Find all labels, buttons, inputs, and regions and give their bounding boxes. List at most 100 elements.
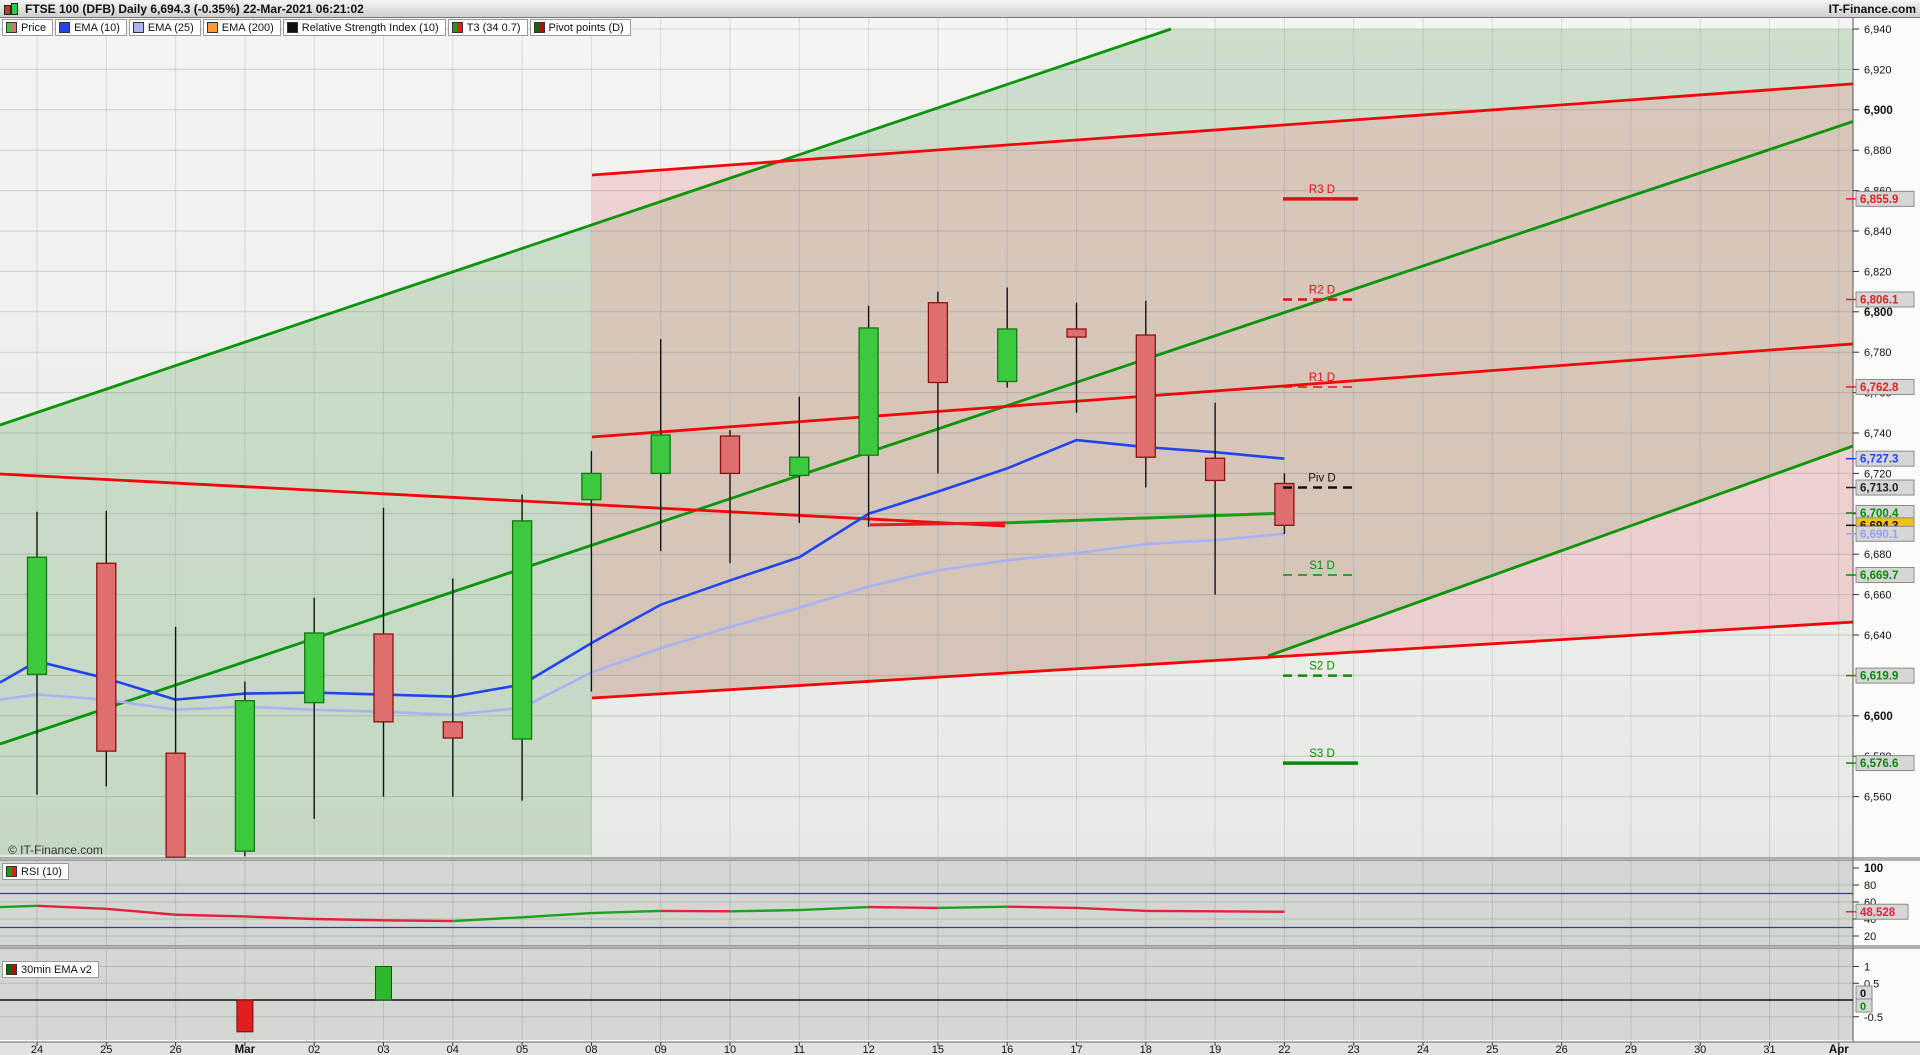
chart-title: FTSE 100 (DFB) Daily 6,694.3 (-0.35%) 22… bbox=[25, 1, 364, 16]
date-label: 08 bbox=[585, 1044, 597, 1055]
date-label: 19 bbox=[1209, 1044, 1221, 1055]
hist-zero-tag bbox=[1855, 998, 1873, 1013]
price-tag-box bbox=[1855, 525, 1915, 542]
candle-body bbox=[858, 327, 879, 456]
legend-item-label: EMA (200) bbox=[221, 21, 274, 34]
candle bbox=[1135, 300, 1156, 488]
indicator-legend: Price EMA (10) EMA (25) EMA (200) Relative S… bbox=[2, 19, 633, 36]
date-label: 02 bbox=[308, 1044, 320, 1055]
pivot-label: R1 D bbox=[1309, 372, 1335, 384]
pivot-label: S1 D bbox=[1309, 560, 1335, 572]
date-label: 17 bbox=[1070, 1044, 1082, 1055]
legend-item-pivot-points-d-[interactable]: Pivot points (D) bbox=[529, 19, 631, 36]
price-tag-value: 6,690.1 bbox=[1860, 529, 1899, 541]
candlestick-logo-icon bbox=[3, 2, 19, 15]
rsi-tick-label: 20 bbox=[1864, 931, 1876, 943]
price-tag-box bbox=[1855, 450, 1915, 467]
date-label: 18 bbox=[1140, 1044, 1152, 1055]
price-tag-value: 6,806.1 bbox=[1860, 294, 1899, 306]
legend-item-label: Price bbox=[21, 21, 47, 34]
price-tick-label: 6,660 bbox=[1864, 590, 1892, 602]
hist-legend[interactable]: 30min EMA v2 bbox=[2, 961, 101, 978]
candle bbox=[304, 597, 325, 819]
candle bbox=[1066, 302, 1087, 413]
candle-body bbox=[234, 700, 256, 852]
price-tick-label: 6,820 bbox=[1864, 266, 1892, 278]
candle-body bbox=[511, 520, 533, 740]
price-tag-value: 6,855.9 bbox=[1860, 194, 1898, 206]
hist-panel-bg bbox=[0, 948, 1853, 1040]
hist-legend-label: 30min EMA v2 bbox=[21, 963, 92, 976]
hist-zero-value: 0 bbox=[1860, 1001, 1866, 1013]
legend-item-relative-strength-index-10-[interactable]: Relative Strength Index (10) bbox=[282, 19, 446, 36]
legend-item-price[interactable]: Price bbox=[2, 19, 54, 36]
candle bbox=[511, 494, 533, 801]
date-label: 12 bbox=[862, 1044, 874, 1055]
rsi-segment bbox=[106, 907, 176, 916]
candle bbox=[1204, 402, 1226, 595]
candle-body bbox=[719, 435, 741, 475]
legend-color-icon bbox=[286, 22, 298, 33]
candle-body bbox=[650, 434, 671, 475]
pivot-label: S2 D bbox=[1309, 661, 1335, 673]
rsi-legend[interactable]: RSI (10) bbox=[2, 863, 71, 880]
candle-body bbox=[26, 556, 48, 676]
price-tag-value: 6,619.9 bbox=[1860, 671, 1898, 683]
rsi-segment bbox=[591, 909, 661, 915]
price-tick-label: 6,840 bbox=[1864, 226, 1892, 238]
legend-color-icon bbox=[206, 22, 218, 33]
price-tag-box bbox=[1855, 378, 1915, 395]
candle bbox=[26, 511, 48, 795]
hist-tick-label: -0.5 bbox=[1864, 1012, 1883, 1024]
rsi-segment bbox=[383, 919, 453, 923]
legend-item-t3-34-0-7-[interactable]: T3 (34 0.7) bbox=[447, 19, 528, 36]
date-label: 09 bbox=[655, 1044, 667, 1055]
price-tick-label: 6,780 bbox=[1864, 347, 1892, 359]
candle bbox=[373, 507, 394, 797]
rsi-panel-bg bbox=[0, 860, 1853, 946]
price-tag-value: 6,713.0 bbox=[1860, 483, 1898, 495]
trendline-red bbox=[591, 342, 1853, 439]
trendline-green bbox=[0, 27, 1172, 427]
candle-body bbox=[927, 302, 949, 384]
main-plot-area: R3 D R2 D R1 D Piv D S1 D S2 D S3 D bbox=[0, 17, 1853, 858]
rsi-icon bbox=[6, 866, 17, 877]
legend-item-ema-10-[interactable]: EMA (10) bbox=[55, 19, 127, 36]
date-label: 30 bbox=[1694, 1044, 1706, 1055]
brand-label: IT-Finance.com bbox=[1828, 1, 1916, 16]
rsi-segment bbox=[244, 915, 315, 921]
candle bbox=[997, 287, 1018, 388]
price-tag-value: 6,700.4 bbox=[1860, 508, 1899, 520]
candle-body bbox=[373, 633, 394, 723]
date-label: 31 bbox=[1763, 1044, 1775, 1055]
price-tick-label: 6,900 bbox=[1864, 105, 1893, 117]
legend-item-ema-200-[interactable]: EMA (200) bbox=[202, 19, 281, 36]
rsi-segment bbox=[1007, 905, 1077, 910]
candle-body bbox=[165, 752, 186, 858]
date-label: 26 bbox=[169, 1044, 181, 1055]
date-label: 24 bbox=[31, 1044, 43, 1055]
date-label: Mar bbox=[235, 1044, 256, 1055]
price-tick-label: 6,740 bbox=[1864, 428, 1892, 440]
trendline-red bbox=[591, 620, 1853, 700]
legend-item-ema-25-[interactable]: EMA (25) bbox=[128, 19, 201, 36]
candle bbox=[96, 510, 117, 787]
t3-line-rising bbox=[1004, 511, 1289, 525]
price-tag-value: 6,727.3 bbox=[1860, 454, 1898, 466]
candle-body bbox=[581, 472, 602, 501]
date-label: 10 bbox=[724, 1044, 736, 1055]
date-label: Apr bbox=[1829, 1044, 1849, 1055]
legend-item-label: Pivot points (D) bbox=[548, 21, 624, 34]
date-label: 05 bbox=[516, 1044, 528, 1055]
price-tag-box bbox=[1855, 291, 1915, 308]
rsi-segment bbox=[868, 905, 938, 910]
legend-item-label: EMA (25) bbox=[147, 21, 194, 34]
candle bbox=[650, 339, 671, 552]
candle-body bbox=[304, 632, 325, 704]
date-label: 11 bbox=[794, 1044, 805, 1055]
rsi-segment bbox=[799, 905, 869, 912]
pivot-label: Piv D bbox=[1308, 473, 1335, 485]
copyright-watermark: © IT-Finance.com bbox=[8, 843, 103, 857]
candle bbox=[927, 291, 949, 474]
